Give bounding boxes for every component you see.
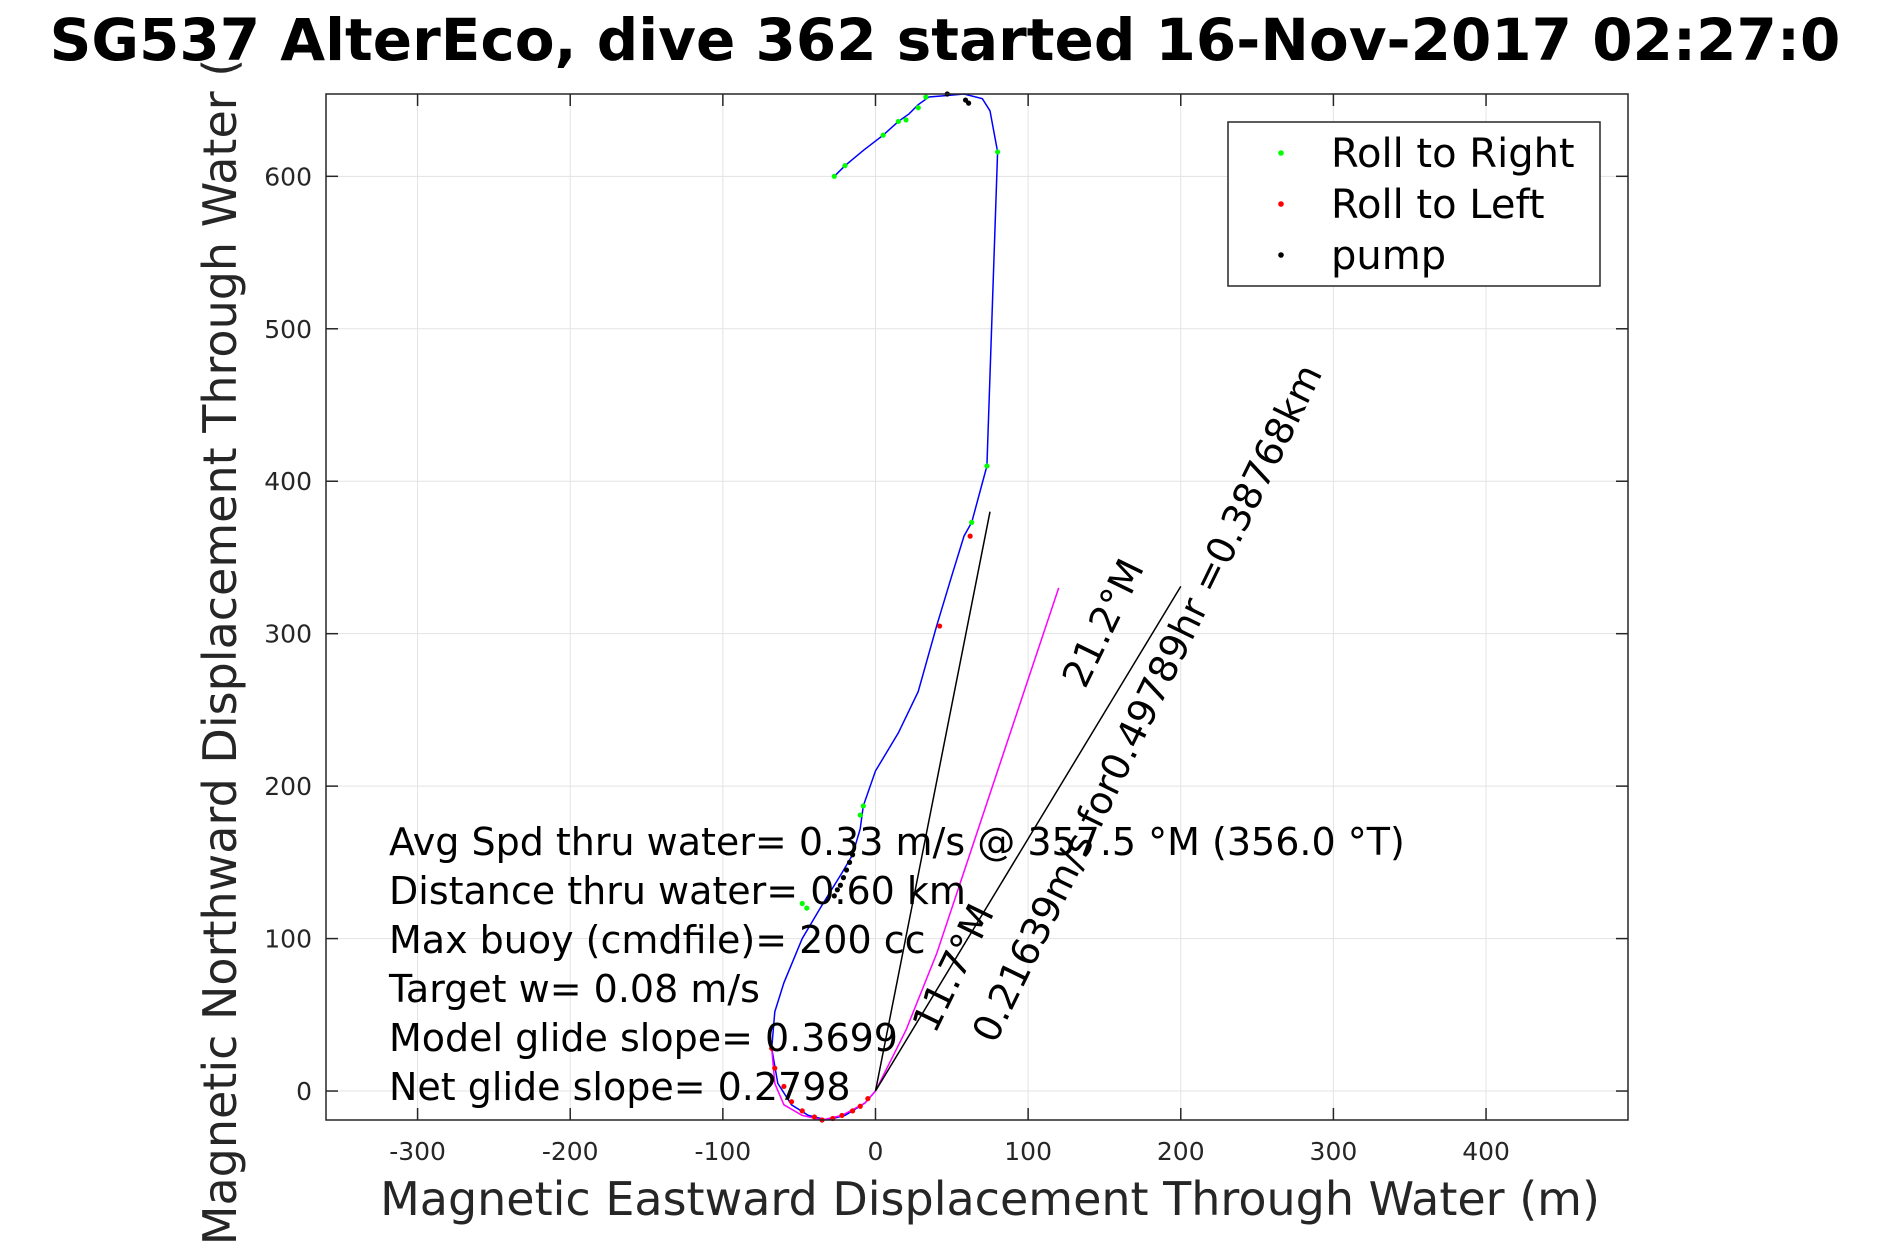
series-line: [874, 586, 1182, 1092]
marker-point: [969, 519, 975, 525]
plot-frame: [325, 93, 1629, 1121]
x-tick-label: 200: [1157, 1137, 1205, 1166]
annotation-line: Model glide slope= 0.3699: [389, 1016, 898, 1060]
marker-point: [831, 173, 837, 179]
marker-point: [966, 100, 972, 106]
y-tick-label: 500: [264, 315, 312, 344]
marker-point: [799, 900, 805, 907]
y-tick-label: 400: [264, 467, 312, 496]
x-axis-label: Magnetic Eastward Displacement Through W…: [380, 1172, 1600, 1226]
y-tick-label: 300: [264, 620, 312, 649]
series-line: [770, 93, 999, 1121]
annotation-line: Net glide slope= 0.2798: [389, 1065, 851, 1109]
marker-point: [799, 1108, 805, 1114]
marker-point: [984, 463, 990, 469]
marker-point: [895, 118, 901, 125]
x-tick-label: 0: [868, 1137, 884, 1166]
annotation-line: Distance thru water= 0.60 km: [389, 869, 966, 913]
annotations: Avg Spd thru water= 0.33 m/s @ 357.5 °M …: [388, 820, 1405, 1109]
legend-label: Roll to Right: [1331, 131, 1575, 177]
marker-point: [915, 105, 921, 111]
marker-point: [967, 533, 973, 539]
marker-point: [937, 623, 943, 629]
x-tick-label: -100: [694, 1137, 751, 1166]
legend-marker: [1278, 150, 1284, 156]
x-tick-label: -200: [542, 1137, 599, 1166]
series-lines: [770, 93, 1182, 1121]
marker-point: [769, 1045, 775, 1051]
legend-marker: [1278, 252, 1284, 258]
marker-point: [804, 905, 810, 911]
axis-ticks: -300 -200 -100 0 100 200 300 400 0 100 200 300 400 50…: [264, 94, 1628, 1166]
marker-point: [839, 1112, 845, 1119]
marker-point: [846, 859, 853, 865]
marker-point: [843, 867, 850, 873]
legend-label: pump: [1331, 233, 1446, 279]
marker-point: [880, 132, 886, 138]
marker-point: [834, 887, 840, 893]
y-tick-label: 600: [264, 162, 312, 191]
annotation-line: Target w= 0.08 m/s: [388, 967, 760, 1011]
marker-point: [850, 1108, 856, 1114]
marker-point: [831, 893, 837, 899]
marker-point: [865, 1096, 871, 1102]
x-tick-label: -300: [389, 1137, 446, 1166]
y-tick-label: 200: [264, 772, 312, 801]
markers: [769, 91, 1001, 1123]
legend-label: Roll to Left: [1331, 182, 1545, 228]
x-tick-label: 400: [1462, 1137, 1510, 1166]
y-tick-label: 100: [264, 925, 312, 954]
marker-point: [850, 852, 856, 858]
marker-point: [772, 1065, 778, 1071]
marker-point: [837, 882, 843, 888]
rotated-annotation: 0.21639m/s for0.49789hr =0.38768km: [964, 357, 1331, 1049]
x-tick-label: 300: [1310, 1137, 1358, 1166]
legend-box: [1227, 121, 1601, 287]
y-tick-label: 0: [296, 1077, 312, 1106]
marker-point: [811, 1114, 818, 1120]
marker-point: [857, 1103, 863, 1109]
marker-point: [788, 1099, 795, 1105]
series-line: [874, 511, 991, 1092]
gridlines: [326, 94, 1628, 1120]
rotated-annotations: 0.21639m/s for0.49789hr =0.38768km21.2°M…: [904, 357, 1331, 1049]
annotation-line: Avg Spd thru water= 0.33 m/s @ 357.5 °M …: [389, 820, 1405, 864]
y-axis-label: Magnetic Northward Displacement Through …: [193, 59, 247, 1245]
x-tick-label: 100: [1004, 1137, 1052, 1166]
marker-point: [903, 117, 909, 123]
chart-title: SG537 AlterEco, dive 362 started 16-Nov-…: [50, 6, 1841, 74]
marker-point: [840, 875, 847, 881]
marker-point: [781, 1083, 787, 1090]
legend: Roll to Right Roll to Left pump: [1227, 121, 1601, 287]
marker-point: [842, 163, 848, 169]
marker-point: [995, 149, 1001, 155]
marker-point: [857, 812, 863, 818]
marker-point: [923, 94, 929, 100]
marker-point: [860, 803, 866, 809]
annotation-line: Max buoy (cmdfile)= 200 cc: [389, 918, 926, 962]
series-line: [770, 587, 1060, 1121]
legend-marker: [1278, 201, 1284, 207]
